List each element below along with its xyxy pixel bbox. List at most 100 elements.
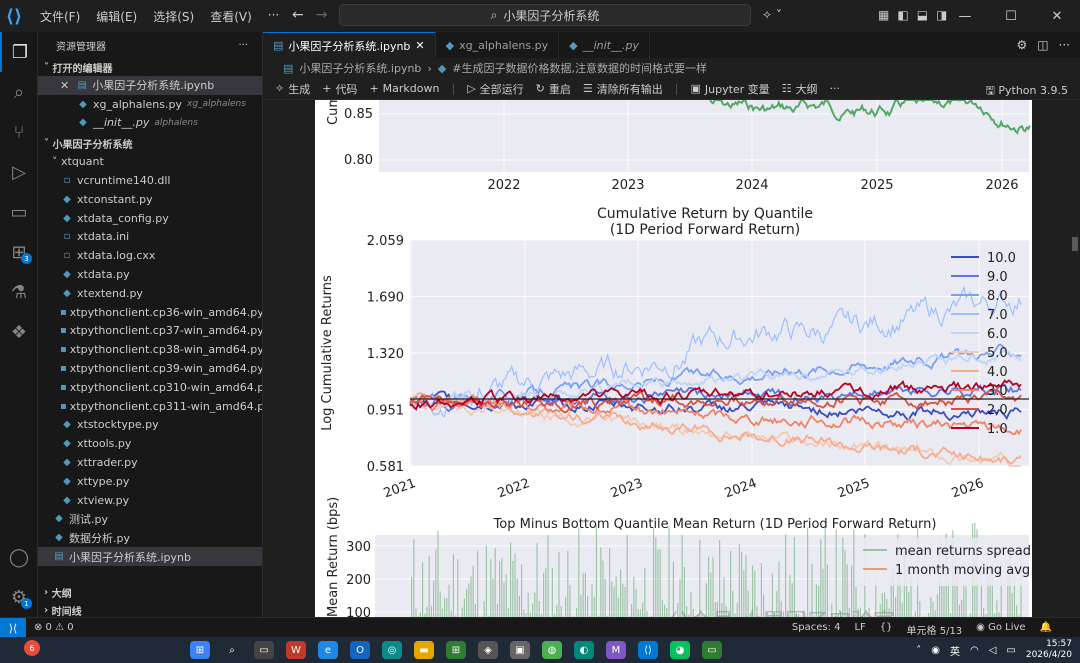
file-item[interactable]: ◆ xtdata.py [38,265,262,284]
file-item[interactable]: ◆ xttype.py [38,472,262,491]
app-icon[interactable]: ◎ [382,641,402,659]
tab-notebook[interactable]: ▤ 小果因子分析系统.ipynb ✕ [263,32,436,58]
breadcrumb-file[interactable]: 小果因子分析系统.ipynb [299,62,422,75]
python-icon[interactable]: ❖ [10,321,28,343]
open-editor-item[interactable]: ✕ ▤ 小果因子分析系统.ipynb [38,76,262,95]
extensions-icon[interactable]: ⊞ 3 [0,232,38,272]
tab-xg-alphalens[interactable]: ◆ xg_alphalens.py [436,32,560,58]
folder-xtquant[interactable]: ˅ xtquant [52,155,104,169]
file-item[interactable]: ▪ xtpythonclient.cp37-win_amd64.pyd [38,322,262,341]
toggle-sidebar-icon[interactable]: ◧ [897,8,909,22]
explorer-icon[interactable]: ❐ [0,32,38,72]
store-icon[interactable]: ⊞ [446,641,466,659]
outlook-icon[interactable]: O [350,641,370,659]
folder-section[interactable]: ˅ 小果因子分析系统 [44,137,133,151]
outline-section[interactable]: › 大纲 [44,586,72,600]
vscode-taskbar-icon[interactable]: ⟨⟩ [638,641,658,659]
problems-count[interactable]: ⊗ 0 ⚠ 0 [34,622,74,633]
app-icon[interactable]: ▭ [702,641,722,659]
run-all-button[interactable]: ▷ 全部运行 [467,82,524,96]
scrollbar-thumb[interactable] [1072,237,1078,251]
more-actions-icon[interactable]: ··· [1058,38,1070,52]
notification-badge[interactable]: 6 [24,640,40,656]
file-item[interactable]: ▪ xtpythonclient.cp36-win_amd64.pyd [38,303,262,322]
generate-button[interactable]: ✧ 生成 [269,81,316,97]
file-item[interactable]: ◆ xtdata_config.py [38,209,262,228]
battery-icon[interactable]: ▭ [1006,644,1016,656]
clear-outputs-button[interactable]: ☰ 清除所有输出 [582,82,663,96]
start-icon[interactable]: ⊞ [190,641,210,659]
file-item[interactable]: ▫ xtdata.ini [38,228,262,247]
edge-icon[interactable]: e [318,641,338,659]
file-item[interactable]: ▫ xtdata.log.cxx [38,246,262,265]
remote-icon[interactable]: ⟩⟨ [0,618,26,638]
close-icon[interactable]: ✕ [415,39,425,52]
add-code-button[interactable]: + 代码 [322,82,358,96]
file-item[interactable]: ◆ xtview.py [38,491,262,510]
chevron-up-icon[interactable]: ˄ [916,644,922,656]
testing-icon[interactable]: ⚗ [10,281,28,303]
run-debug-icon[interactable]: ▷ [12,161,26,183]
remote-explorer-icon[interactable]: ▭ [10,201,28,223]
kernel-picker[interactable]: 🖫 Python 3.9.5 [986,82,1069,101]
app-icon[interactable]: M [606,641,626,659]
braces-icon[interactable]: {} [879,622,893,633]
close-icon[interactable]: ✕ [60,78,70,92]
file-item[interactable]: ◆ xtconstant.py [38,190,262,209]
outline-button[interactable]: ☷ 大纲 [781,82,818,96]
file-item[interactable]: ◆ 测试.py [38,510,262,529]
file-item[interactable]: ▪ xtpythonclient.cp310-win_amd64.pyd [38,378,262,397]
app-icon[interactable]: ▣ [510,641,530,659]
timeline-section[interactable]: › 时间线 [44,604,82,618]
back-arrow-icon[interactable]: ← [292,7,304,23]
go-live-button[interactable]: ◉ Go Live [976,622,1026,633]
file-item[interactable]: ◆ xttools.py [38,434,262,453]
maximize-icon[interactable]: ☐ [1005,8,1017,24]
command-center-search[interactable]: ⌕ 小果因子分析系统 [339,4,751,26]
open-editor-item[interactable]: ◆ __init__.py alphalens [38,114,262,133]
file-item[interactable]: ▫ vcruntime140.dll [38,171,262,190]
gear-icon[interactable]: ⚙ [1016,38,1028,52]
copilot-icon[interactable]: ✧ ˅ [762,8,782,22]
file-item[interactable]: ◆ 数据分析.py [38,528,262,547]
source-control-icon[interactable]: ⑂ [13,121,25,143]
more-actions-icon[interactable]: ··· [829,82,841,95]
cell-status[interactable]: 单元格 5/13 [906,626,963,637]
input-language[interactable]: 英 [949,646,960,658]
app-icon[interactable]: ◐ [574,641,594,659]
menu-selection[interactable]: 选择(S) [153,9,195,24]
file-explorer-icon[interactable]: ▬ [414,641,434,659]
toggle-secondary-sidebar-icon[interactable]: ◨ [936,8,948,22]
wechat-icon[interactable]: ◕ [670,641,690,659]
eol-status[interactable]: LF [854,622,866,633]
menu-file[interactable]: 文件(F) [40,9,81,24]
close-icon[interactable]: ✕ [1051,8,1063,24]
indentation-status[interactable]: Spaces: 4 [791,622,841,633]
search-icon[interactable]: ⌕ [13,81,25,103]
variables-button[interactable]: ▣ Jupyter 变量 [690,82,770,96]
file-item[interactable]: ◆ xtstocktype.py [38,416,262,435]
volume-icon[interactable]: ◁ [988,644,997,656]
file-item[interactable]: ▪ xtpythonclient.cp311-win_amd64.pyd [38,397,262,416]
settings-gear-icon[interactable]: ⚙ 1 [0,577,38,617]
restart-button[interactable]: ↻ 重启 [535,82,571,96]
menu-view[interactable]: 查看(V) [210,9,252,24]
forward-arrow-icon[interactable]: → [315,7,328,23]
add-markdown-button[interactable]: + Markdown [369,82,440,95]
file-item[interactable]: ▪ xtpythonclient.cp38-win_amd64.pyd [38,340,262,359]
menu-edit[interactable]: 编辑(E) [96,9,138,24]
app-icon[interactable]: ◍ [542,641,562,659]
toggle-panel-icon[interactable]: ⬓ [916,8,929,22]
wps-icon[interactable]: W [286,641,306,659]
task-view-icon[interactable]: ▭ [254,641,274,659]
open-editor-item[interactable]: ◆ xg_alphalens.py xg_alphalens [38,95,262,114]
file-item[interactable]: ◆ xttrader.py [38,453,262,472]
account-icon[interactable]: ◯ [8,546,30,568]
file-item[interactable]: ▪ xtpythonclient.cp39-win_amd64.pyd [38,359,262,378]
minimize-icon[interactable]: — [958,8,972,24]
file-item[interactable]: ◆ xtextend.py [38,284,262,303]
tray-app-icon[interactable]: ◉ [931,644,940,656]
customize-layout-icon[interactable]: ▦ [878,8,890,22]
split-editor-icon[interactable]: ◫ [1037,38,1049,52]
app-icon[interactable]: ◈ [478,641,498,659]
